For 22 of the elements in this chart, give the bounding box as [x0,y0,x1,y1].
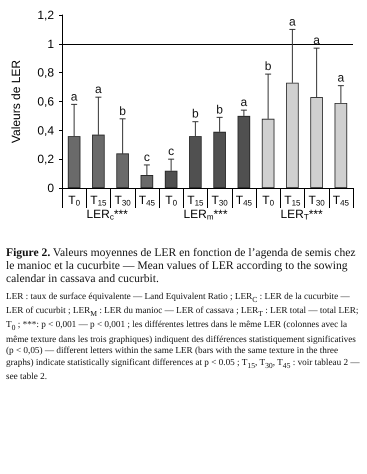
y-tick-label: 0,8 [37,66,54,80]
annotation: c [144,150,150,164]
annotation: b [192,106,200,121]
annotation: a [338,70,345,85]
annotation: c [168,144,174,158]
y-tick-label: 0,4 [37,123,54,138]
caption: Figure 2. Valeurs moyennes de LER en fonction de l’agenda de semis chez le manioc et la cucurbite — Mean values of LER according to the sowing calendar in cassava and cucurbit. [6,246,357,285]
annotation: a [95,82,102,96]
annotation: b [119,104,126,118]
annotation: a [70,89,78,104]
y-tick-label: 0 [47,181,54,195]
annotation: a [240,95,248,110]
y-tick-label: 0,2 [37,152,54,166]
y-tick-label: 1,2 [37,8,54,22]
annotation: b [216,102,224,116]
y-tick-label: 1 [47,36,54,51]
y-axis-title: Valeurs de LER [9,60,23,144]
annotation: b [264,59,272,74]
annotation: a [289,14,296,28]
text: LER : taux de surface équivalente — Land Equivalent Ratio ; LER$_{C}$ : LER de la cucurbite — LER of cucurbit ; LER$_{M}$ : LER du manioc — LER of cassava ; LER$_{T}$ : LER total — total LER; T$_{0}$ ; ***: p < 0,001 — p < 0,001 ; les différentes lettres dans le même LER (colonnes avec la même texture dans les trois graphiques) indiquent des différences statistiquement significatives (p < 0,05) — different letters within the same LER (bars with the same texture in the three graphs) indicate statistically significant differences at p < 0.05 ; T$_{15}$, T$_{30}$, T$_{45}$ : voir tableau 2 — see table 2. [6,291,360,381]
annotation: a [313,33,320,48]
y-tick-label: 0,6 [37,94,54,108]
